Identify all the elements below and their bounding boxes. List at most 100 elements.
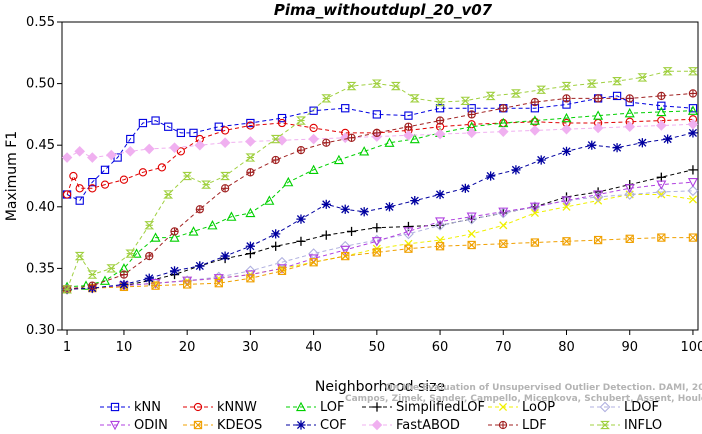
data-point-loop [562,202,571,211]
data-point-odin [529,202,540,213]
data-point-lof [264,195,275,205]
data-point-cof [321,199,331,209]
data-point-fastabod [592,122,604,134]
y-tick-label: 0.30 [26,323,55,338]
watermark-line-2: Campos, Zimek, Sander, Campello, Micenko… [345,394,702,404]
legend-label-odin: ODIN [134,418,168,433]
legend-label-knnw: kNNW [217,400,257,415]
data-point-knn [164,122,173,131]
data-point-kdeos [657,233,666,242]
data-point-odin [561,196,572,206]
data-point-inflo [371,79,382,88]
data-point-lof [150,232,161,242]
data-point-inflo [561,81,572,91]
data-point-lof [333,154,344,165]
data-point-inflo [201,180,212,189]
data-point-inflo [662,67,673,76]
y-tick-label: 0.40 [26,200,55,215]
data-point-lof [409,133,420,144]
legend-item-knnw: kNNW [183,400,257,415]
legend-marker-fastabod [371,419,383,431]
series-line-knn [66,95,693,202]
data-point-kdeos [372,248,381,257]
data-point-fastabod [624,121,636,133]
y-tick-label: 0.35 [26,261,55,276]
data-point-lof [283,176,294,187]
data-point-fastabod [124,146,136,157]
data-point-inflo [87,270,98,279]
data-point-knn [189,128,198,138]
data-point-inflo [586,79,597,88]
series-knn [62,91,698,205]
data-point-kdeos [214,279,223,288]
data-point-knn [309,106,318,115]
data-point-ldof [687,185,699,197]
data-point-fastabod [143,143,155,155]
y-tick-label: 0.50 [26,77,55,92]
data-point-inflo [536,85,547,94]
data-point-inflo [485,91,496,101]
data-point-cof [410,196,420,206]
data-point-knn [435,104,445,113]
data-point-ldf [347,133,356,142]
data-point-fastabod [194,139,206,151]
legend-marker-loop [498,402,508,412]
data-point-ldf [562,94,571,103]
data-point-knn [688,104,698,113]
data-point-inflo [637,73,648,82]
legend-marker-cof [296,420,306,430]
series-line-inflo [66,70,693,290]
data-point-fastabod [106,149,117,161]
data-point-lof [624,107,635,118]
data-point-cof [195,261,205,271]
data-point-inflo [163,190,174,199]
data-point-fastabod [308,133,319,145]
data-point-fastabod [403,130,414,141]
x-tick-label: 1 [63,340,71,355]
data-point-knn [341,104,350,113]
data-point-knn [138,118,148,128]
legend-label-fastabod: FastABOD [396,418,460,433]
data-point-cof [612,143,622,153]
data-point-knn [277,113,287,123]
data-point-lof [308,164,319,174]
data-point-simplifiedlof [271,241,281,251]
data-point-knnw [246,121,255,130]
data-point-knnw [119,175,129,184]
data-point-ldf [372,128,381,138]
legend-item-inflo: INFLO [590,418,662,433]
x-tick-label: 60 [432,340,449,355]
data-point-cof [435,189,445,200]
series-kdeos [62,233,698,294]
data-point-knnw [62,190,72,199]
data-point-knnw [75,184,84,193]
y-tick-label: 0.55 [26,15,55,30]
x-tick-label: 90 [621,340,638,355]
data-point-kdeos [688,233,698,242]
legend-item-kdeos: KDEOS [183,418,262,433]
data-point-simplifiedlof [372,223,382,233]
data-point-fastabod [219,137,231,149]
y-axis: 0.30 0.35 0.40 0.45 0.50 0.55 [26,15,62,338]
series-line-kdeos [67,237,693,290]
data-point-inflo [510,89,521,98]
data-point-inflo [688,67,698,76]
data-point-ldf [467,110,476,119]
data-point-ldof [624,189,636,200]
legend: kNN kNNW LOF SimplifiedLOF LoOP LDOF ODIN KDEOS… [100,400,662,433]
data-point-ldf [625,94,634,103]
data-point-fastabod [687,118,699,130]
data-point-cof [220,251,230,261]
data-point-ldof [592,191,604,203]
series-ldf [62,89,698,294]
data-point-kdeos [530,238,540,247]
legend-item-simplifiedlof: SimplifiedLOF [362,400,485,415]
data-point-inflo [270,134,281,144]
data-point-loop [467,229,476,238]
series-cof [62,128,698,294]
legend-item-lof: LOF [286,400,345,415]
data-point-ldf [657,91,666,101]
x-tick-label: 70 [495,340,512,355]
data-point-ldof [434,219,446,231]
